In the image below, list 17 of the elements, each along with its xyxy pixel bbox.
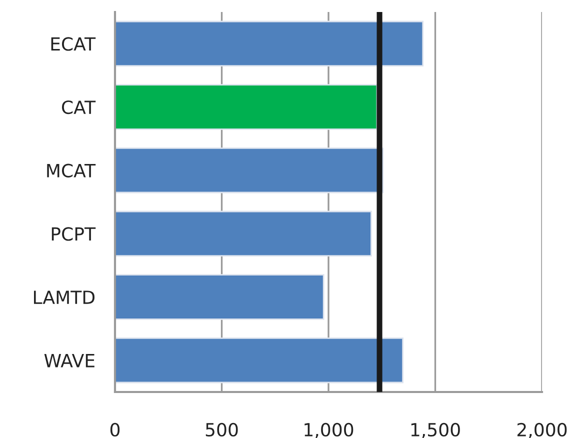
y-tick-label: LAMTD (34, 290, 94, 304)
x-tick-label: 2,000 (517, 422, 567, 438)
y-tick-label: WAVE (44, 354, 94, 368)
bar (115, 210, 372, 257)
y-tick-label: PCPT (52, 227, 96, 241)
y-tick-label: MCAT (47, 164, 96, 178)
x-tick-label: 1,500 (411, 422, 460, 438)
x-tick-label: 500 (206, 422, 238, 437)
y-tick-label: ECAT (51, 37, 96, 51)
x-tick-label: 0 (110, 422, 120, 437)
x-tick-label: 1,000 (304, 422, 354, 438)
bar (115, 274, 324, 320)
y-tick-label: CAT (62, 100, 96, 114)
bar (115, 337, 404, 384)
bar (115, 147, 384, 194)
bar (115, 84, 378, 130)
bar (115, 20, 424, 67)
